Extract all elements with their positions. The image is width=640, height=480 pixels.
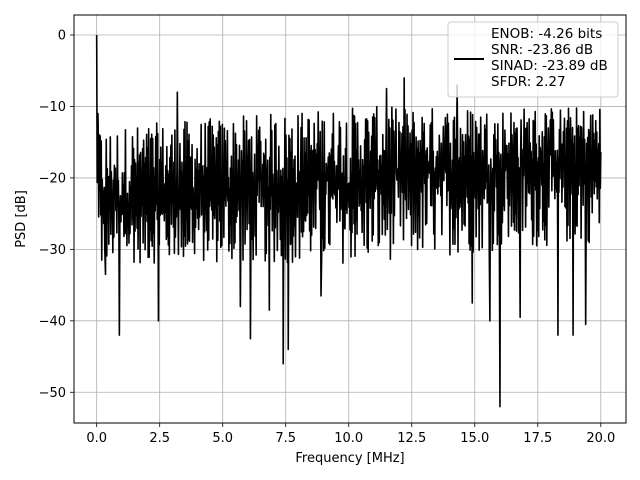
x-tick-label: 2.5 <box>149 431 170 446</box>
y-axis-label: PSD [dB] <box>14 190 29 248</box>
legend-line: ENOB: -4.26 bits <box>491 26 602 42</box>
x-tick-label: 5.0 <box>212 431 233 446</box>
y-axis-ticks: 0 −10 −20 −30 −40 −50 <box>39 29 74 401</box>
y-tick-label: −30 <box>39 243 66 258</box>
legend-entry: ENOB: -4.26 bits SNR: -23.86 dB SINAD: -23… <box>491 26 608 90</box>
series-layer <box>95 35 602 408</box>
legend-line: SINAD: -23.89 dB <box>491 58 608 74</box>
y-tick-label: −10 <box>39 100 66 115</box>
y-tick-label: −20 <box>39 171 66 186</box>
x-tick-label: 12.5 <box>397 431 426 446</box>
x-tick-label: 7.5 <box>275 431 296 446</box>
x-axis-ticks: 0.0 2.5 5.0 7.5 10.0 12.5 15.0 17.5 20.0 <box>86 423 615 446</box>
legend-line: SNR: -23.86 dB <box>491 42 593 58</box>
legend-line: SFDR: 2.27 <box>491 74 566 90</box>
legend: ENOB: -4.26 bits SNR: -23.86 dB SINAD: -23… <box>447 21 619 98</box>
x-tick-label: 17.5 <box>523 431 552 446</box>
y-tick-label: −40 <box>39 314 66 329</box>
plot-frame <box>73 14 627 424</box>
y-tick-label: 0 <box>58 29 66 44</box>
x-tick-label: 0.0 <box>86 431 107 446</box>
x-tick-label: 15.0 <box>460 431 489 446</box>
x-axis-label: Frequency [MHz] <box>295 451 404 466</box>
x-tick-label: 20.0 <box>586 431 615 446</box>
legend-box <box>447 21 619 98</box>
x-tick-label: 10.0 <box>334 431 363 446</box>
series-line-psd <box>95 35 602 408</box>
y-tick-label: −50 <box>39 386 66 401</box>
